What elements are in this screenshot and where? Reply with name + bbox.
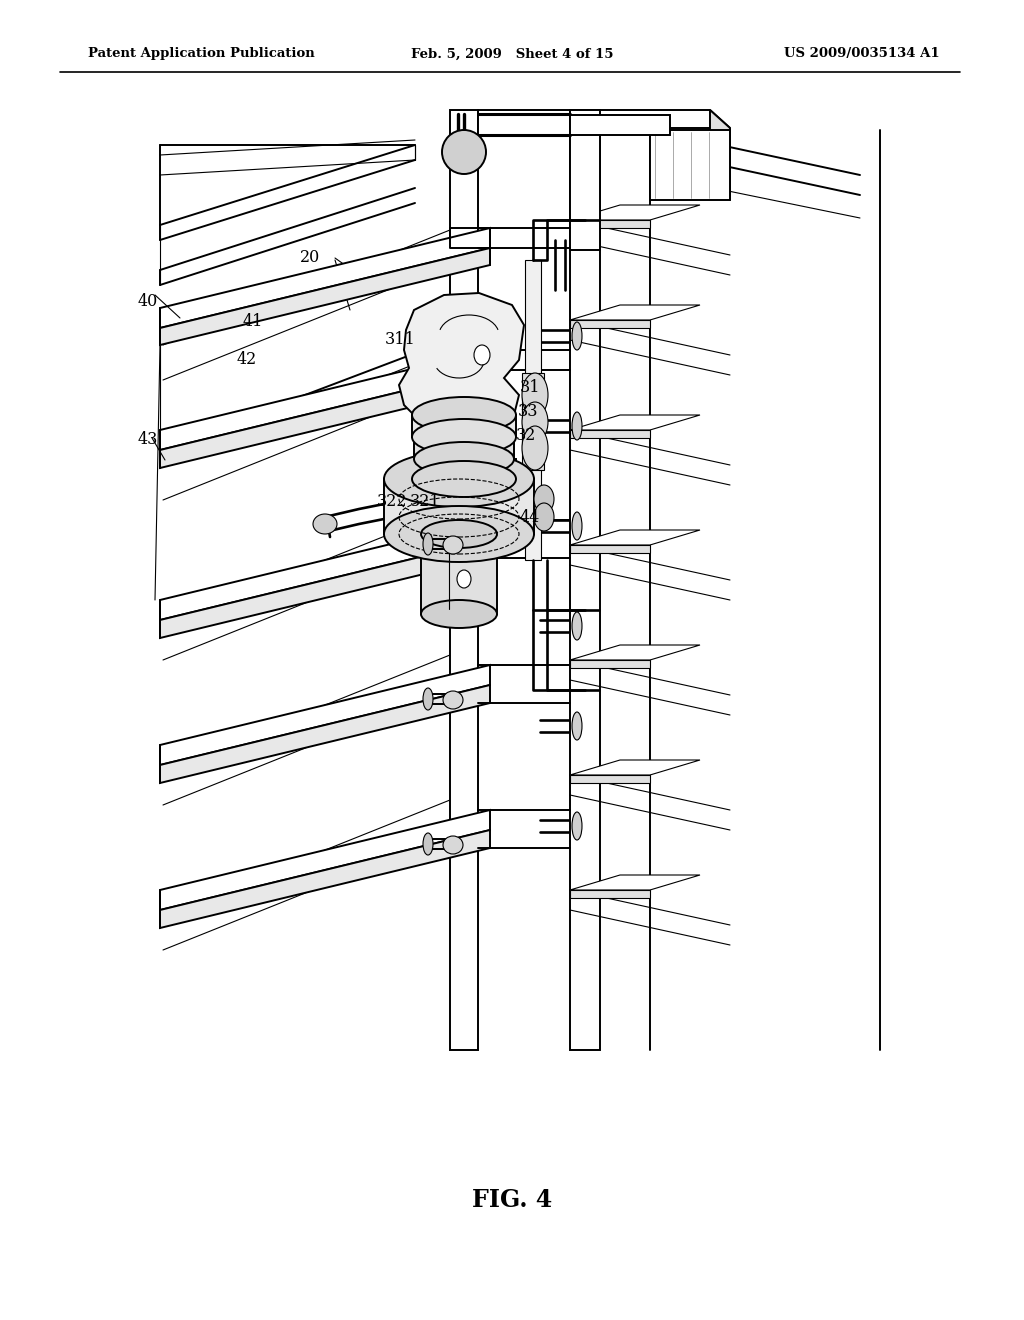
Polygon shape bbox=[421, 535, 497, 614]
Ellipse shape bbox=[412, 461, 516, 498]
Polygon shape bbox=[160, 830, 490, 928]
Text: 41: 41 bbox=[243, 314, 263, 330]
Ellipse shape bbox=[522, 403, 548, 442]
Text: 33: 33 bbox=[518, 404, 539, 421]
Polygon shape bbox=[450, 110, 478, 1049]
Polygon shape bbox=[160, 248, 490, 345]
Ellipse shape bbox=[443, 836, 463, 854]
Polygon shape bbox=[160, 665, 490, 766]
Ellipse shape bbox=[421, 520, 497, 548]
Polygon shape bbox=[570, 220, 650, 227]
Ellipse shape bbox=[522, 374, 548, 417]
Polygon shape bbox=[160, 520, 490, 620]
Polygon shape bbox=[570, 110, 600, 1049]
Ellipse shape bbox=[423, 688, 433, 710]
Ellipse shape bbox=[412, 418, 516, 455]
Text: FIG. 4: FIG. 4 bbox=[472, 1188, 552, 1212]
Ellipse shape bbox=[443, 536, 463, 554]
Polygon shape bbox=[710, 110, 730, 201]
Polygon shape bbox=[384, 479, 534, 535]
Polygon shape bbox=[570, 414, 700, 430]
Text: 44: 44 bbox=[520, 510, 540, 527]
Ellipse shape bbox=[443, 690, 463, 709]
Polygon shape bbox=[570, 545, 650, 553]
Text: US 2009/0035134 A1: US 2009/0035134 A1 bbox=[784, 48, 940, 61]
Ellipse shape bbox=[534, 503, 554, 531]
Polygon shape bbox=[650, 129, 730, 201]
Polygon shape bbox=[414, 437, 514, 459]
Polygon shape bbox=[412, 414, 516, 437]
Ellipse shape bbox=[572, 512, 582, 540]
Polygon shape bbox=[160, 540, 490, 638]
Text: 31: 31 bbox=[520, 380, 541, 396]
Polygon shape bbox=[570, 319, 650, 327]
Text: 311: 311 bbox=[385, 331, 416, 348]
Polygon shape bbox=[160, 810, 490, 909]
Ellipse shape bbox=[423, 533, 433, 554]
Ellipse shape bbox=[572, 322, 582, 350]
Ellipse shape bbox=[572, 612, 582, 640]
Ellipse shape bbox=[414, 442, 514, 477]
Ellipse shape bbox=[474, 345, 490, 366]
Polygon shape bbox=[160, 370, 490, 469]
Polygon shape bbox=[570, 875, 700, 890]
Polygon shape bbox=[570, 775, 650, 783]
Ellipse shape bbox=[384, 506, 534, 562]
Polygon shape bbox=[160, 350, 490, 450]
Polygon shape bbox=[412, 459, 516, 479]
Ellipse shape bbox=[522, 426, 548, 470]
Polygon shape bbox=[130, 90, 880, 1110]
Polygon shape bbox=[478, 114, 570, 135]
Polygon shape bbox=[160, 228, 490, 327]
Polygon shape bbox=[570, 115, 670, 135]
Polygon shape bbox=[399, 293, 524, 430]
Polygon shape bbox=[570, 110, 730, 128]
Text: 321: 321 bbox=[410, 494, 440, 511]
Text: 40: 40 bbox=[138, 293, 158, 310]
Ellipse shape bbox=[421, 601, 497, 628]
Circle shape bbox=[442, 129, 486, 174]
Text: 43: 43 bbox=[138, 432, 158, 449]
Ellipse shape bbox=[572, 711, 582, 741]
Ellipse shape bbox=[423, 833, 433, 855]
Ellipse shape bbox=[457, 570, 471, 587]
Polygon shape bbox=[570, 305, 700, 319]
Text: 322: 322 bbox=[377, 494, 408, 511]
Ellipse shape bbox=[534, 484, 554, 513]
Polygon shape bbox=[570, 205, 700, 220]
Polygon shape bbox=[650, 129, 880, 1049]
Ellipse shape bbox=[572, 412, 582, 440]
Text: 42: 42 bbox=[237, 351, 257, 368]
Polygon shape bbox=[160, 685, 490, 783]
Text: 20: 20 bbox=[300, 249, 321, 267]
Polygon shape bbox=[522, 374, 544, 417]
Ellipse shape bbox=[384, 451, 534, 507]
Ellipse shape bbox=[313, 513, 337, 535]
Text: Patent Application Publication: Patent Application Publication bbox=[88, 48, 314, 61]
Polygon shape bbox=[522, 403, 544, 442]
Polygon shape bbox=[570, 890, 650, 898]
Polygon shape bbox=[522, 426, 544, 470]
Polygon shape bbox=[525, 260, 541, 560]
Polygon shape bbox=[570, 531, 700, 545]
Polygon shape bbox=[570, 430, 650, 437]
Text: 32: 32 bbox=[516, 426, 537, 444]
Polygon shape bbox=[570, 110, 600, 249]
Ellipse shape bbox=[412, 397, 516, 433]
Polygon shape bbox=[570, 645, 700, 660]
Polygon shape bbox=[570, 760, 700, 775]
Ellipse shape bbox=[572, 812, 582, 840]
Text: Feb. 5, 2009   Sheet 4 of 15: Feb. 5, 2009 Sheet 4 of 15 bbox=[411, 48, 613, 61]
Polygon shape bbox=[570, 660, 650, 668]
